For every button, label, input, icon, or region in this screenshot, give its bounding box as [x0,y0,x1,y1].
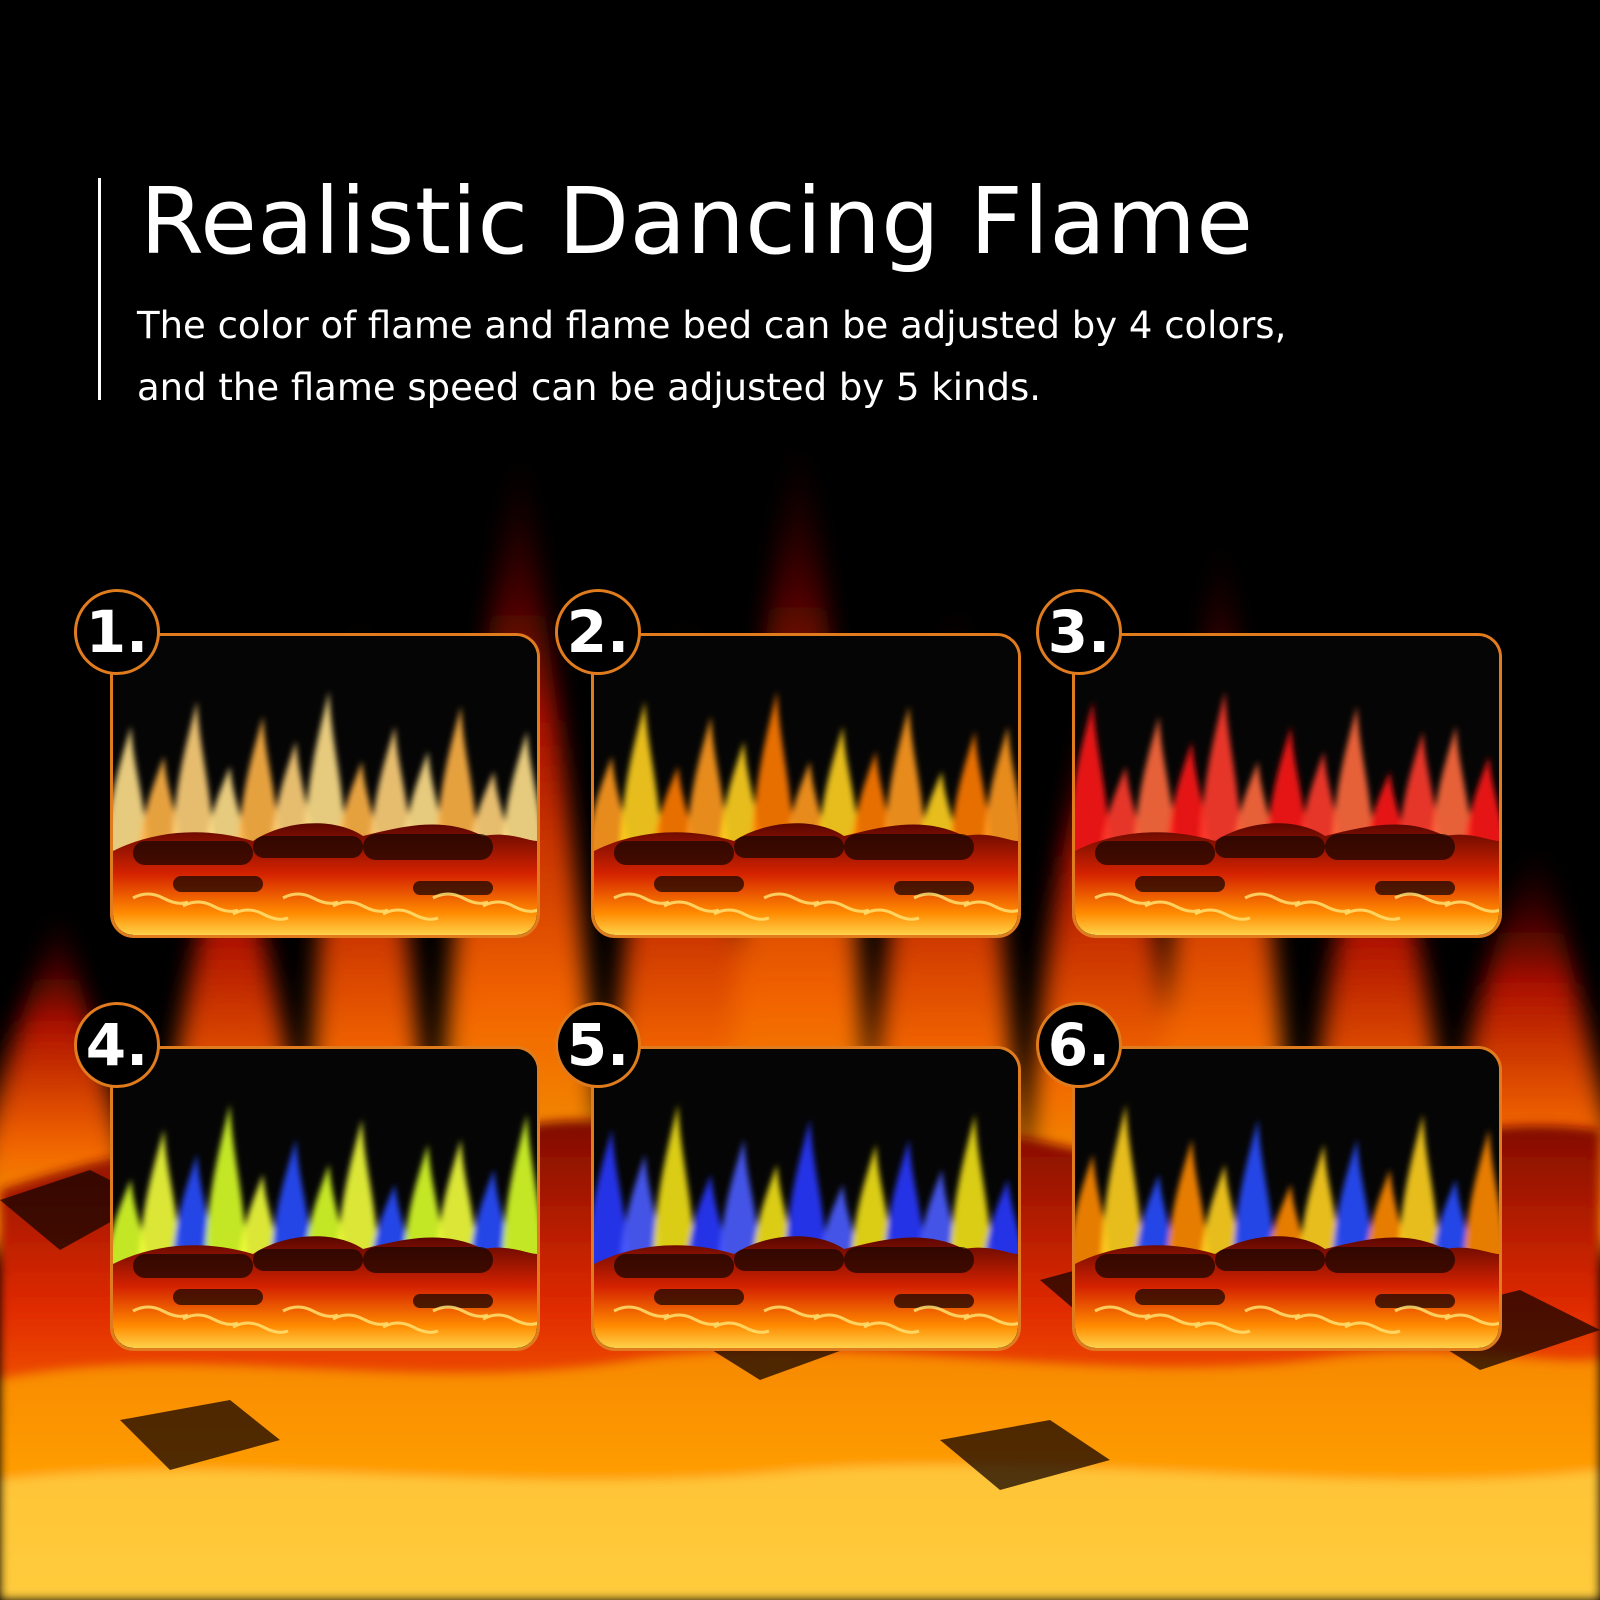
flame-option-1-image [110,633,540,938]
flame-option-2-image [591,633,1021,938]
option-5-number-badge: 5. [555,1002,641,1088]
option-4-number-badge: 4. [74,1002,160,1088]
flame-option-5-image [591,1046,1021,1351]
option-1-number-badge: 1. [74,589,160,675]
option-3-number-badge: 3. [1036,589,1122,675]
flame-option-3-image [1072,633,1502,938]
flame-option-4-image [110,1046,540,1351]
header-accent-bar [98,178,101,400]
page-title: Realistic Dancing Flame [140,168,1254,275]
option-2-number-badge: 2. [555,589,641,675]
subtitle-line-2: and the flame speed can be adjusted by 5… [137,366,1041,409]
page-subtitle: The color of flame and flame bed can be … [137,295,1286,419]
subtitle-line-1: The color of flame and flame bed can be … [137,304,1287,347]
option-6-number-badge: 6. [1036,1002,1122,1088]
flame-option-6-image [1072,1046,1502,1351]
